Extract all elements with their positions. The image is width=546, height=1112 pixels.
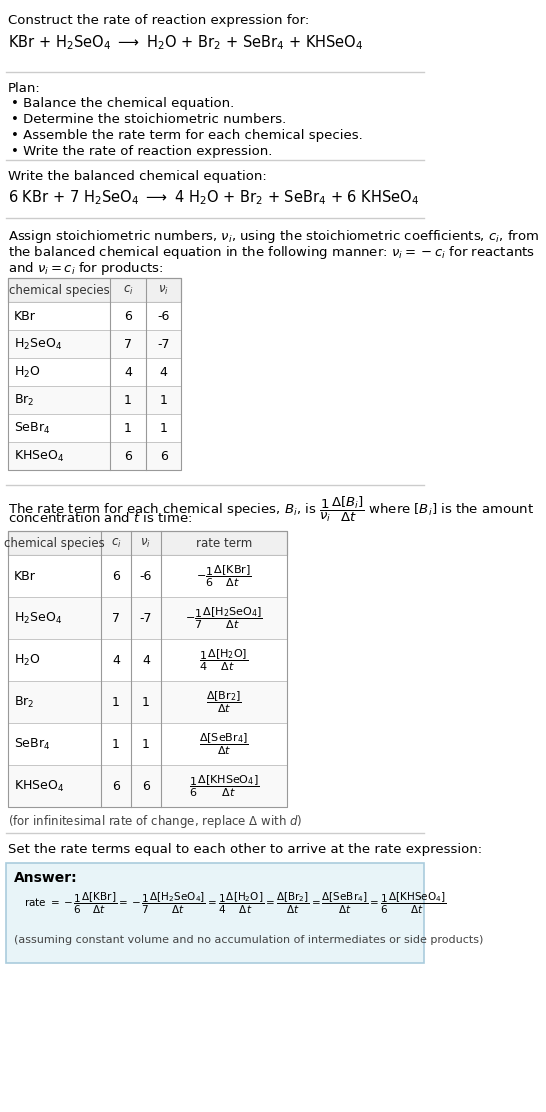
Text: 4: 4 [124,366,132,378]
Text: Plan:: Plan: [8,82,40,95]
Text: Br$_2$: Br$_2$ [14,695,34,709]
Text: • Determine the stoichiometric numbers.: • Determine the stoichiometric numbers. [11,113,286,126]
Text: rate $= -\dfrac{1}{6}\dfrac{\Delta[\mathrm{KBr}]}{\Delta t} = -\dfrac{1}{7}\dfra: rate $= -\dfrac{1}{6}\dfrac{\Delta[\math… [23,891,446,916]
Text: -6: -6 [140,569,152,583]
Text: 1: 1 [124,394,132,407]
Text: KHSeO$_4$: KHSeO$_4$ [14,448,64,464]
Text: Br$_2$: Br$_2$ [14,393,34,408]
Text: $\dfrac{1}{4}\dfrac{\Delta[\mathrm{H_2O}]}{\Delta t}$: $\dfrac{1}{4}\dfrac{\Delta[\mathrm{H_2O}… [199,647,248,673]
Text: (for infinitesimal rate of change, replace Δ with $d$): (for infinitesimal rate of change, repla… [8,813,302,830]
Text: The rate term for each chemical species, $B_i$, is $\dfrac{1}{\nu_i}\dfrac{\Delt: The rate term for each chemical species,… [8,495,534,525]
Bar [8,765,287,807]
Bar [8,555,287,597]
Bar [8,532,287,555]
Text: • Assemble the rate term for each chemical species.: • Assemble the rate term for each chemic… [11,129,363,142]
Bar [8,358,181,386]
Text: $\dfrac{1}{6}\dfrac{\Delta[\mathrm{KHSeO_4}]}{\Delta t}$: $\dfrac{1}{6}\dfrac{\Delta[\mathrm{KHSeO… [189,773,259,798]
Text: Answer:: Answer: [14,871,78,885]
Text: H$_2$O: H$_2$O [14,365,41,379]
Text: concentration and $t$ is time:: concentration and $t$ is time: [8,512,192,525]
Text: Construct the rate of reaction expression for:: Construct the rate of reaction expressio… [8,14,309,27]
Text: -7: -7 [140,612,152,625]
Text: 1: 1 [142,695,150,708]
Text: 7: 7 [112,612,120,625]
Text: $c_i$: $c_i$ [110,536,121,549]
Text: KBr + H$_2$SeO$_4$ $\longrightarrow$ H$_2$O + Br$_2$ + SeBr$_4$ + KHSeO$_4$: KBr + H$_2$SeO$_4$ $\longrightarrow$ H$_… [8,33,364,51]
Text: 6 KBr + 7 H$_2$SeO$_4$ $\longrightarrow$ 4 H$_2$O + Br$_2$ + SeBr$_4$ + 6 KHSeO$: 6 KBr + 7 H$_2$SeO$_4$ $\longrightarrow$… [8,188,419,207]
Text: SeBr$_4$: SeBr$_4$ [14,420,51,436]
Text: 4: 4 [112,654,120,666]
Text: $-\dfrac{1}{6}\dfrac{\Delta[\mathrm{KBr}]}{\Delta t}$: $-\dfrac{1}{6}\dfrac{\Delta[\mathrm{KBr}… [196,564,252,588]
Text: H$_2$O: H$_2$O [14,653,41,667]
Text: -7: -7 [157,338,170,350]
Text: $-\dfrac{1}{7}\dfrac{\Delta[\mathrm{H_2SeO_4}]}{\Delta t}$: $-\dfrac{1}{7}\dfrac{\Delta[\mathrm{H_2S… [185,605,263,631]
Text: Assign stoichiometric numbers, $\nu_i$, using the stoichiometric coefficients, $: Assign stoichiometric numbers, $\nu_i$, … [8,228,539,245]
Text: 6: 6 [124,309,132,322]
Text: 1: 1 [112,737,120,751]
Bar [8,414,181,441]
Bar [8,723,287,765]
Bar [8,597,287,639]
Text: 4: 4 [159,366,168,378]
Text: 6: 6 [112,569,120,583]
Text: (assuming constant volume and no accumulation of intermediates or side products): (assuming constant volume and no accumul… [14,935,484,945]
Text: chemical species: chemical species [9,284,110,297]
Text: • Balance the chemical equation.: • Balance the chemical equation. [11,97,234,110]
Text: Write the balanced chemical equation:: Write the balanced chemical equation: [8,170,266,183]
Text: rate term: rate term [196,536,252,549]
Text: KBr: KBr [14,569,36,583]
Text: SeBr$_4$: SeBr$_4$ [14,736,51,752]
Bar [8,441,181,470]
Bar [7,863,424,963]
Text: 7: 7 [124,338,132,350]
Text: 1: 1 [159,421,168,435]
Text: H$_2$SeO$_4$: H$_2$SeO$_4$ [14,610,62,626]
Text: 1: 1 [159,394,168,407]
Text: -6: -6 [157,309,170,322]
Text: $\nu_i$: $\nu_i$ [158,284,169,297]
Text: the balanced chemical equation in the following manner: $\nu_i = -c_i$ for react: the balanced chemical equation in the fo… [8,244,535,261]
Text: 6: 6 [142,780,150,793]
Bar [8,681,287,723]
Bar [8,386,181,414]
Text: 6: 6 [159,449,168,463]
Text: 1: 1 [142,737,150,751]
Text: $c_i$: $c_i$ [123,284,133,297]
Text: • Write the rate of reaction expression.: • Write the rate of reaction expression. [11,145,272,158]
Text: $\nu_i$: $\nu_i$ [140,536,151,549]
Text: chemical species: chemical species [4,536,105,549]
Bar [8,278,181,302]
Bar [8,532,287,807]
Text: $\dfrac{\Delta[\mathrm{SeBr_4}]}{\Delta t}$: $\dfrac{\Delta[\mathrm{SeBr_4}]}{\Delta … [199,732,249,757]
Text: 6: 6 [112,780,120,793]
Text: 4: 4 [142,654,150,666]
Text: $\dfrac{\Delta[\mathrm{Br_2}]}{\Delta t}$: $\dfrac{\Delta[\mathrm{Br_2}]}{\Delta t}… [206,689,242,715]
Bar [8,330,181,358]
Text: KHSeO$_4$: KHSeO$_4$ [14,778,64,794]
Bar [8,302,181,330]
Bar [8,278,181,470]
Text: 6: 6 [124,449,132,463]
Text: 1: 1 [112,695,120,708]
Text: H$_2$SeO$_4$: H$_2$SeO$_4$ [14,337,62,351]
Text: and $\nu_i = c_i$ for products:: and $\nu_i = c_i$ for products: [8,260,163,277]
Text: 1: 1 [124,421,132,435]
Text: KBr: KBr [14,309,36,322]
Bar [8,639,287,681]
Text: Set the rate terms equal to each other to arrive at the rate expression:: Set the rate terms equal to each other t… [8,843,482,856]
